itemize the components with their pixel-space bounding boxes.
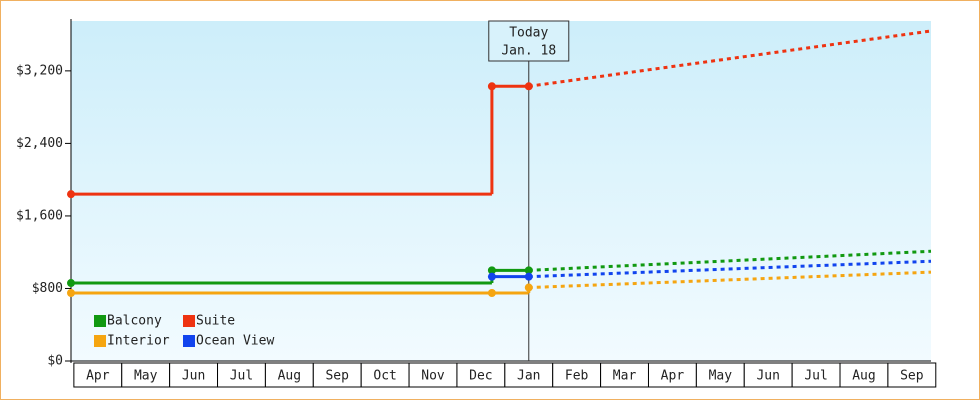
- forecast-line: [528, 29, 932, 88]
- x-tick-label: Sep: [900, 369, 924, 384]
- x-tick-label: May: [134, 369, 158, 384]
- point: [524, 82, 533, 91]
- x-category-cell: [456, 362, 506, 388]
- x-category-cell: [264, 362, 314, 388]
- legend-label: Interior: [107, 334, 170, 349]
- x-category-cell: [73, 362, 123, 388]
- point: [524, 266, 533, 275]
- x-category-cell: [839, 362, 889, 388]
- x-tick-label: Aug: [852, 369, 875, 384]
- x-category-cell: [169, 362, 219, 388]
- legend-label: Balcony: [107, 314, 162, 329]
- forecast-line: [528, 270, 932, 290]
- x-tick-label: Feb: [565, 369, 589, 384]
- x-tick-label: Jan: [517, 369, 540, 384]
- point: [67, 279, 75, 288]
- x-category-cell: [887, 362, 937, 388]
- x-tick-label: Apr: [661, 369, 685, 384]
- x-tick-label: Aug: [278, 369, 301, 384]
- y-tick-label: $3,200: [16, 63, 63, 78]
- point: [67, 289, 75, 297]
- y-tick-label: $1,600: [16, 208, 63, 223]
- x-category-cell: [647, 362, 697, 388]
- x-category-cell: [552, 362, 602, 388]
- legend-swatch: [94, 335, 106, 347]
- x-category-cell: [791, 362, 841, 388]
- point: [487, 82, 496, 91]
- point: [67, 190, 75, 199]
- x-category-cell: [217, 362, 266, 388]
- x-tick-label: Nov: [421, 369, 445, 384]
- x-tick-label: Jul: [804, 369, 827, 384]
- x-tick-label: Sep: [325, 369, 349, 384]
- today-label: Today: [509, 26, 548, 41]
- x-tick-label: Oct: [373, 369, 396, 384]
- x-tick-label: Jul: [230, 369, 253, 384]
- legend-label: Suite: [196, 314, 235, 329]
- y-tick-label: $2,400: [16, 136, 63, 151]
- point: [487, 289, 496, 297]
- x-tick-label: Mar: [613, 369, 637, 384]
- x-tick-label: Apr: [86, 369, 110, 384]
- forecast-line: [528, 249, 932, 272]
- forecast-line: [528, 259, 932, 279]
- y-tick-label: $0: [47, 354, 63, 369]
- x-tick-label: Jun: [756, 369, 779, 384]
- x-tick-label: Jun: [182, 369, 205, 384]
- legend-swatch: [183, 335, 195, 347]
- today-label: Jan. 18: [501, 44, 556, 59]
- point: [487, 272, 496, 281]
- x-tick-label: Dec: [469, 369, 492, 384]
- x-category-cell: [312, 362, 362, 388]
- plot-area: [71, 21, 931, 361]
- point: [524, 272, 533, 281]
- point: [487, 266, 496, 275]
- y-tick-label: $800: [32, 281, 63, 296]
- x-category-cell: [121, 362, 171, 388]
- point: [524, 283, 533, 292]
- legend-swatch: [183, 315, 195, 327]
- x-tick-label: May: [709, 369, 733, 384]
- x-category-cell: [695, 362, 745, 388]
- legend-swatch: [94, 315, 106, 327]
- legend-label: Ocean View: [196, 334, 274, 349]
- today-box: [488, 20, 570, 62]
